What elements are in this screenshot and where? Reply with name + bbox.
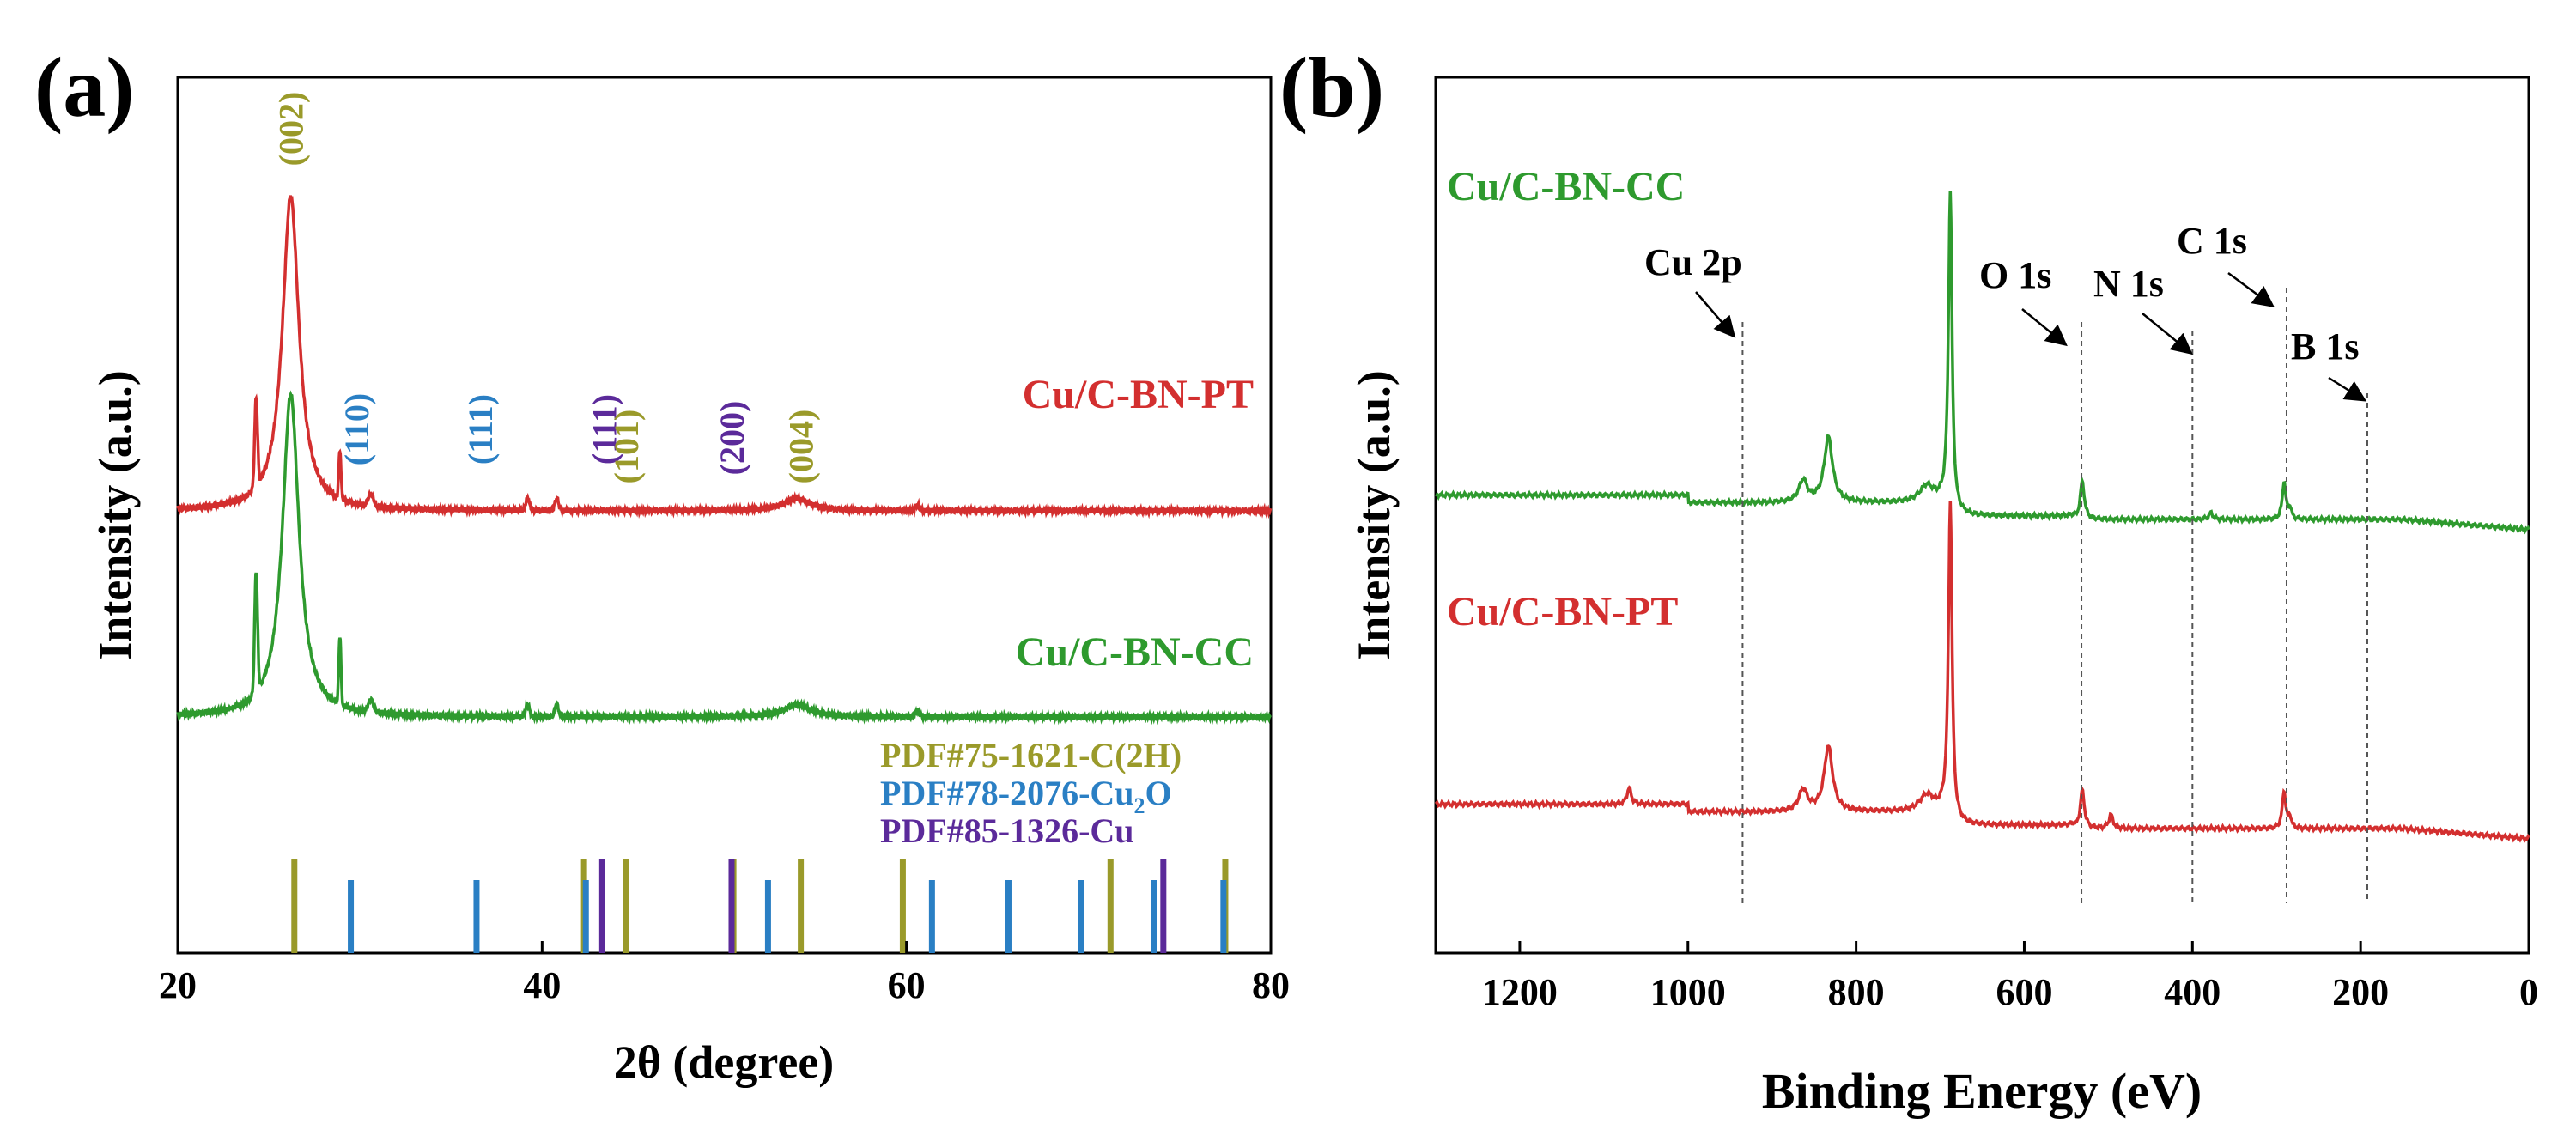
x-tick-label: 0 (2519, 971, 2538, 1013)
xps-series-label: Cu/C-BN-CC (1447, 164, 1685, 210)
xrd-series-line (176, 390, 1273, 726)
xps-annotation-arrow (2021, 308, 2068, 347)
xps-series-label: Cu/C-BN-PT (1447, 589, 1678, 635)
panel-a-plot: Cu/C-BN-PT Cu/C-BN-CC (002) (110) (111) (111)… (176, 92, 1273, 953)
x-tick-label: 600 (1996, 971, 2052, 1013)
peak-label: (111) (461, 394, 500, 465)
panel-a-y-axis-label: Intensity (a.u.) (89, 370, 141, 660)
xps-annotation-arrow (2142, 313, 2193, 355)
x-tick-label: 80 (1252, 964, 1290, 1006)
panel-a-frame (176, 76, 1273, 955)
x-tick-label: 40 (523, 964, 561, 1006)
peak-label: (111) (586, 394, 624, 465)
xps-annotation: B 1s (2291, 325, 2359, 368)
xps-series-line (1434, 501, 2530, 844)
peak-label: (101) (607, 410, 646, 484)
peak-label: (200) (713, 401, 751, 476)
x-tick-label: 1000 (1650, 971, 1726, 1013)
xps-annotation-arrow (2227, 271, 2275, 307)
xrd-series-line (176, 195, 1273, 519)
xrd-series-label: Cu/C-BN-CC (1016, 629, 1254, 675)
xrd-series-label: Cu/C-BN-PT (1023, 372, 1254, 417)
peak-label: (004) (782, 410, 821, 484)
peak-label: (002) (272, 92, 311, 167)
xps-series-line (1435, 191, 2530, 535)
panel-b-plot: Cu/C-BN-CC Cu/C-BN-PT Cu 2p O 1s N 1s C 1s B 1… (1434, 164, 2530, 903)
panel-b-x-ticks: 1200 1000 800 600 400 200 0 (1482, 941, 2538, 1013)
peak-label: (110) (337, 393, 376, 465)
legend-entry: PDF#85-1326-Cu (880, 811, 1134, 850)
panel-a-x-axis-label: 2θ (degree) (614, 1036, 835, 1088)
xps-annotation-arrow (2328, 376, 2367, 402)
panel-b-x-axis-label: Binding Energy (eV) (1762, 1063, 2202, 1119)
x-tick-label: 60 (888, 964, 926, 1006)
panel-b-frame (1434, 76, 2530, 955)
x-tick-label: 20 (159, 964, 197, 1006)
legend-entry: PDF#78-2076-Cu2O (880, 774, 1172, 818)
legend-entry: PDF#75-1621-C(2H) (880, 736, 1182, 774)
panel-a-legend: PDF#75-1621-C(2H)PDF#78-2076-Cu2OPDF#85-… (880, 736, 1182, 850)
xps-annotation: O 1s (1979, 254, 2051, 296)
x-tick-label: 800 (1828, 971, 1885, 1013)
xps-annotation: C 1s (2177, 220, 2247, 262)
panel-b-label: (b) (1279, 39, 1384, 135)
panel-a-label: (a) (34, 39, 135, 135)
x-tick-label: 200 (2332, 971, 2389, 1013)
xps-annotation: Cu 2p (1644, 241, 1742, 283)
panel-b: (b) Cu/C-BN-CC Cu/C-BN-PT Cu 2p O 1s N 1s C 1… (1279, 39, 2538, 1119)
xps-annotation-arrow (1695, 291, 1736, 338)
xps-annotation: N 1s (2093, 263, 2164, 305)
x-tick-label: 400 (2164, 971, 2221, 1013)
panel-b-y-axis-label: Intensity (a.u.) (1348, 370, 1400, 660)
x-tick-label: 1200 (1482, 971, 1558, 1013)
panel-a-x-ticks: 20 40 60 80 (159, 941, 1290, 1006)
